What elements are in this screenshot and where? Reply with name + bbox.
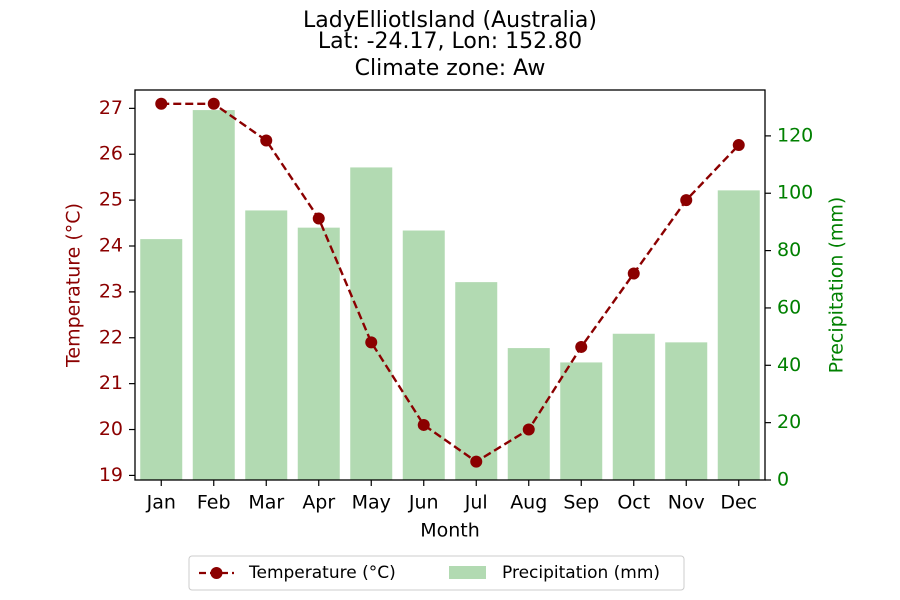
right-tick-label: 20 — [777, 411, 801, 433]
temperature-point — [575, 340, 588, 353]
x-tick-label: Nov — [668, 492, 705, 514]
left-tick-label: 27 — [99, 97, 123, 119]
right-tick-label: 60 — [777, 296, 801, 318]
left-tick-label: 21 — [99, 372, 123, 394]
temperature-line-path — [161, 102, 740, 464]
temperature-point — [260, 134, 273, 147]
precipitation-bar — [192, 110, 235, 480]
temperature-point — [522, 423, 535, 436]
precipitation-bar — [717, 190, 760, 480]
chart-title: LadyElliotIsland (Australia) Lat: -24.17… — [303, 8, 597, 81]
left-tick-label: 22 — [99, 326, 123, 348]
precipitation-bar — [455, 282, 498, 480]
title-line-3: Climate zone: Aw — [355, 56, 546, 81]
x-tick-label: Aug — [510, 492, 547, 514]
legend-precipitation-swatch — [449, 566, 486, 579]
left-tick-label: 20 — [99, 418, 123, 440]
legend: Temperature (°C) Precipitation (mm) — [188, 555, 685, 591]
temperature-point — [470, 455, 483, 468]
x-tick-label: Jul — [464, 492, 488, 514]
legend-precipitation-label: Precipitation (mm) — [502, 563, 660, 583]
precipitation-bar — [140, 239, 183, 480]
temperature-point — [312, 212, 325, 225]
temperature-point — [627, 267, 640, 280]
left-tick-label: 25 — [99, 189, 123, 211]
precipitation-bar — [560, 362, 603, 480]
x-tick-label: Jan — [146, 492, 176, 514]
x-axis-label: Month — [420, 520, 480, 542]
x-axis: Jan Feb Mar Apr May Jun Jul Aug Sep Oct Nov Dec — [146, 480, 757, 514]
x-tick-label: Feb — [197, 492, 231, 514]
precipitation-bar — [612, 333, 655, 480]
temperature-point — [365, 336, 378, 349]
right-tick-label: 40 — [777, 354, 801, 376]
temperature-point — [680, 194, 693, 207]
legend-box — [188, 555, 685, 591]
right-tick-label: 0 — [777, 469, 789, 491]
temperature-point — [155, 97, 168, 110]
left-tick-label: 23 — [99, 280, 123, 302]
temperature-point — [207, 97, 220, 110]
precipitation-bar — [402, 230, 445, 480]
precipitation-bars — [140, 110, 760, 481]
title-line-1: LadyElliotIsland (Australia) — [303, 8, 597, 33]
precipitation-bar — [665, 342, 708, 480]
left-axis: 19 20 21 22 23 24 25 26 27 — [99, 97, 135, 486]
temperature-point — [732, 139, 745, 152]
temperature-line — [155, 97, 745, 468]
x-tick-label: May — [352, 492, 391, 514]
precipitation-bar — [507, 348, 550, 480]
precipitation-bar — [245, 210, 288, 481]
x-tick-label: Oct — [617, 492, 650, 514]
left-tick-label: 26 — [99, 143, 123, 165]
temperature-point — [417, 418, 430, 431]
left-tick-label: 19 — [99, 464, 123, 486]
right-tick-label: 120 — [777, 124, 813, 146]
left-tick-label: 24 — [99, 235, 123, 257]
right-tick-label: 80 — [777, 239, 801, 261]
x-tick-label: Sep — [563, 492, 599, 514]
x-tick-label: Mar — [248, 492, 284, 514]
left-axis-label: Temperature (°C) — [63, 203, 85, 368]
plot-frame — [134, 89, 766, 481]
title-line-2: Lat: -24.17, Lon: 152.80 — [318, 29, 582, 54]
legend-temperature-marker — [210, 567, 223, 579]
precipitation-bar — [350, 167, 393, 481]
right-tick-label: 100 — [777, 182, 813, 204]
x-tick-label: Dec — [720, 492, 757, 514]
legend-temperature-label: Temperature (°C) — [248, 563, 396, 583]
right-axis: 0 20 40 60 80 100 120 — [765, 124, 813, 491]
right-axis-label: Precipitation (mm) — [826, 197, 848, 374]
x-tick-label: Apr — [302, 492, 335, 514]
x-tick-label: Jun — [408, 492, 439, 514]
precipitation-bar — [297, 227, 340, 480]
